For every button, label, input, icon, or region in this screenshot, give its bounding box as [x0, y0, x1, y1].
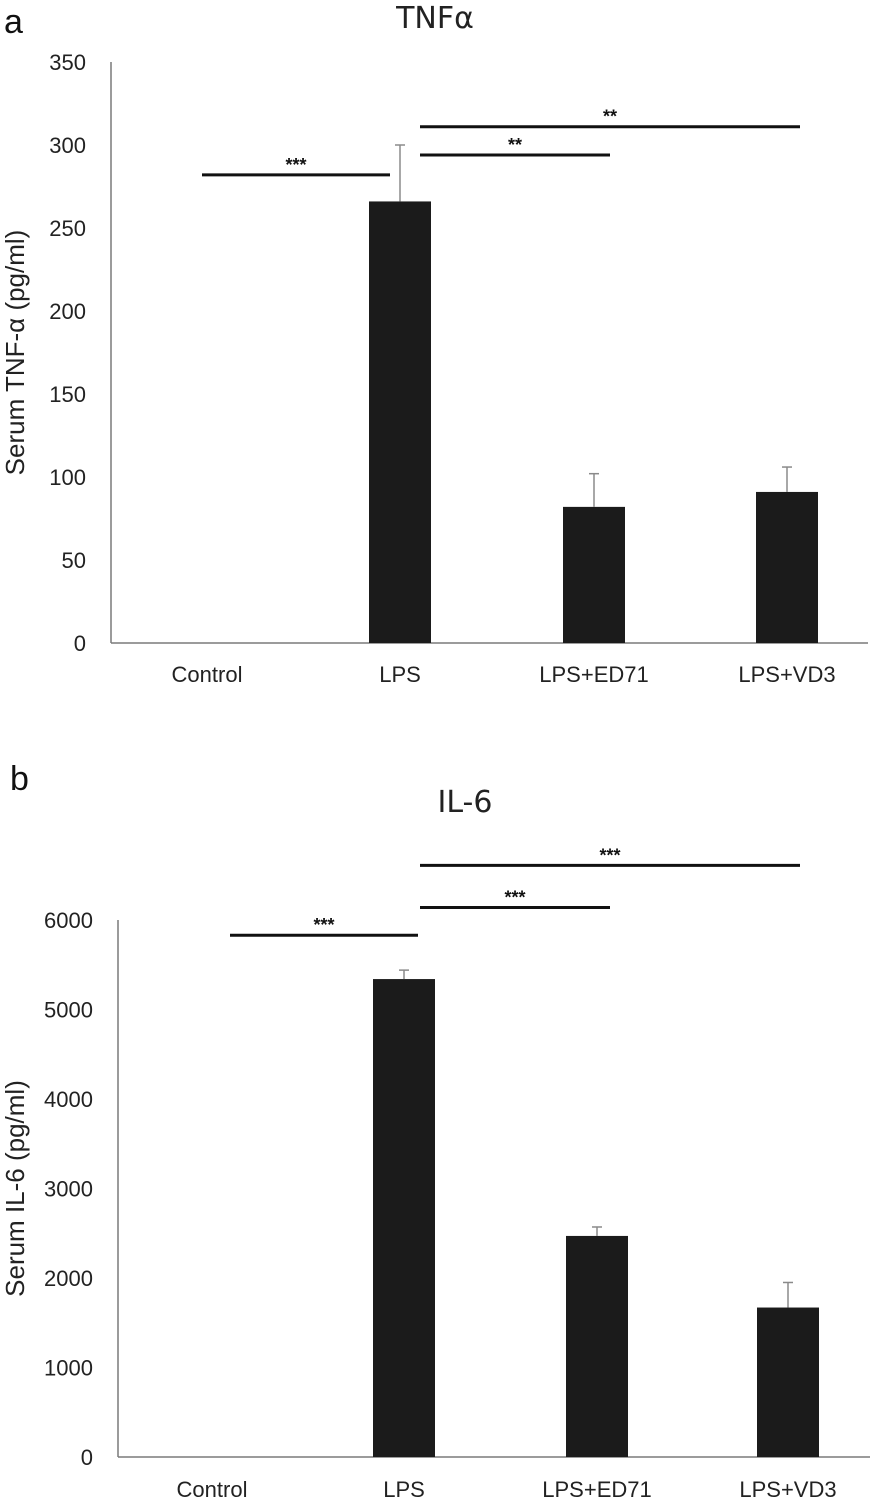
- bar: [373, 979, 435, 1457]
- chart-title-a: TNFα: [395, 1, 474, 36]
- panel-label-b: b: [10, 760, 29, 798]
- panel-label-a: a: [4, 3, 23, 41]
- bar: [756, 491, 818, 643]
- bar: [757, 1307, 819, 1457]
- y-tick-label: 1000: [44, 1356, 93, 1381]
- y-tick-label: 200: [49, 299, 86, 324]
- y-tick-label: 0: [81, 1445, 93, 1470]
- significance-label: ***: [504, 887, 525, 907]
- x-tick-label: LPS+ED71: [539, 662, 648, 687]
- y-axis-label-a: Serum TNF-α (pg/ml): [0, 230, 30, 476]
- y-tick-label: 300: [49, 133, 86, 158]
- x-tick-label: LPS+VD3: [739, 1477, 836, 1500]
- y-tick-label: 150: [49, 382, 86, 407]
- y-tick-label: 5000: [44, 998, 93, 1023]
- chart-panel-b: b IL-6 0 1000 2000 3000 4000 5000 6000 Serum IL-6…: [0, 760, 870, 1500]
- y-tick-label: 4000: [44, 1087, 93, 1112]
- y-tick-label: 3000: [44, 1177, 93, 1202]
- y-axis-label-b: Serum IL-6 (pg/ml): [0, 1080, 30, 1297]
- y-tick-label: 50: [62, 548, 86, 573]
- x-tick-label: Control: [172, 662, 243, 687]
- significance-label: ***: [313, 915, 334, 935]
- x-tick-label: Control: [177, 1477, 248, 1500]
- y-tick-label: 6000: [44, 908, 93, 933]
- y-tick-label: 100: [49, 465, 86, 490]
- significance-label: ***: [285, 155, 306, 175]
- y-tick-label: 250: [49, 216, 86, 241]
- bar: [566, 1235, 628, 1457]
- significance-label: **: [508, 135, 522, 155]
- x-tick-label: LPS: [383, 1477, 425, 1500]
- significance-label: **: [603, 107, 617, 127]
- y-tick-label: 350: [49, 50, 86, 75]
- chart-title-b: IL-6: [438, 785, 493, 820]
- y-tick-label: 2000: [44, 1266, 93, 1291]
- x-tick-label: LPS+VD3: [738, 662, 835, 687]
- chart-panel-a: a TNFα 0 50 100 150 200 250 300 350 Serum TNF-α (p…: [0, 1, 868, 687]
- x-tick-label: LPS: [379, 662, 421, 687]
- bar: [369, 201, 431, 643]
- significance-label: ***: [599, 845, 620, 865]
- y-tick-label: 0: [74, 631, 86, 656]
- x-tick-label: LPS+ED71: [542, 1477, 651, 1500]
- bar: [563, 506, 625, 643]
